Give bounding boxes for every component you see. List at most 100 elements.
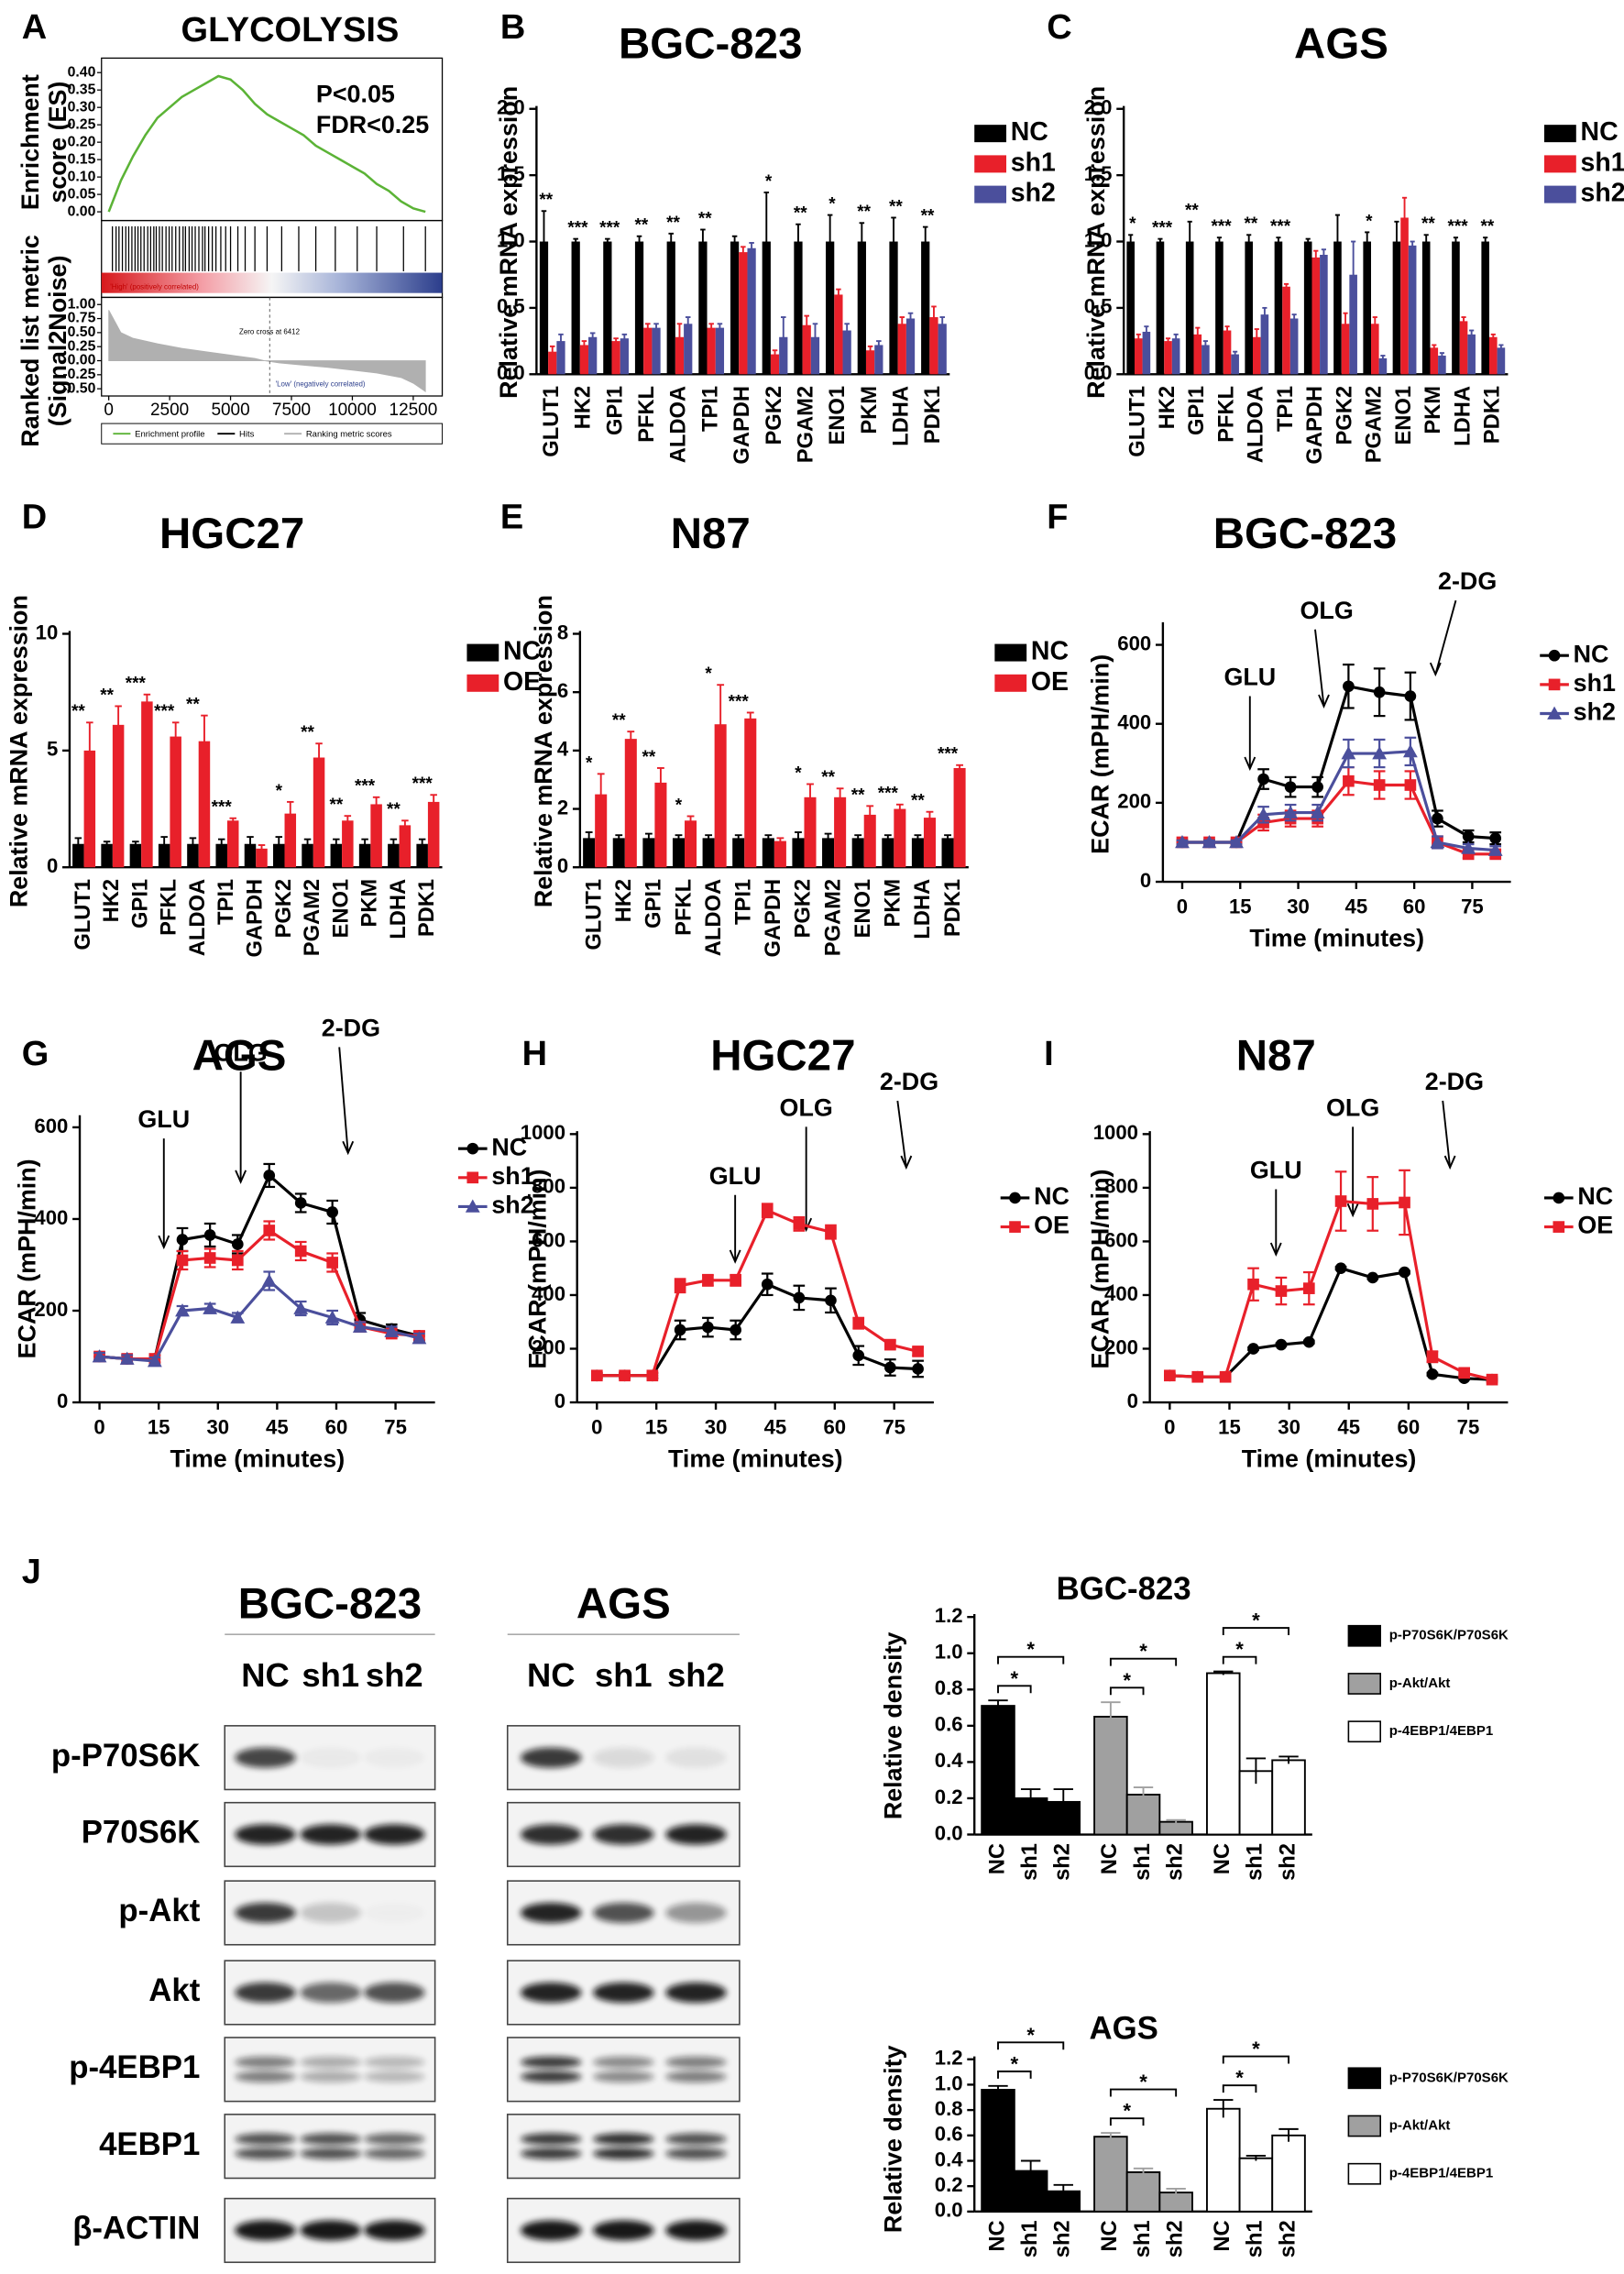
blot-band [665, 1824, 727, 1845]
row-label: 4EBP1 [99, 2126, 200, 2162]
legend-swatch [466, 643, 499, 662]
marker [912, 1363, 924, 1375]
y-tick-label: 0.05 [68, 186, 96, 202]
y-tick-label: 200 [532, 1335, 565, 1358]
marker [230, 1310, 246, 1324]
y-tick-label: 2 [557, 796, 568, 818]
cell-line-title: AGS [576, 1580, 671, 1629]
blot-band [300, 1747, 361, 1768]
bar [358, 843, 371, 868]
significance: *** [1212, 217, 1233, 236]
rank-label: 'High' (positively correlated) [110, 282, 199, 291]
legend-swatch [974, 155, 1007, 173]
x-tick-label: PKM [882, 879, 905, 928]
significance: *** [1270, 217, 1291, 236]
marker [1275, 1285, 1288, 1297]
bar [1400, 217, 1409, 375]
significance-bracket [1109, 1657, 1178, 1666]
bar [905, 318, 916, 375]
marker [1458, 1367, 1470, 1379]
bar [1125, 2171, 1161, 2213]
y-tick-label: 10 [36, 621, 59, 643]
marker [646, 1369, 659, 1382]
bar [427, 801, 440, 868]
y-tick-label: 600 [1117, 632, 1151, 654]
y-axis-label: Relative density [879, 2045, 906, 2233]
bar [256, 848, 268, 868]
blot-band [300, 2056, 361, 2069]
y-tick-label: 4 [557, 738, 569, 761]
significance: ** [921, 207, 935, 226]
y-tick-label: 0.2 [935, 2173, 963, 2196]
annotation: OLG [780, 1094, 833, 1122]
x-tick-label: 12500 [390, 401, 438, 420]
x-tick-label: GLUT1 [1126, 386, 1150, 457]
significance-bracket [997, 2071, 1032, 2079]
significance: * [1139, 1640, 1147, 1663]
bar [702, 838, 715, 868]
bar [911, 838, 924, 868]
legend-label: sh1 [1011, 148, 1056, 177]
legend-label: OE [1031, 667, 1069, 697]
annotation: GLU [1250, 1157, 1302, 1184]
bar [1363, 241, 1371, 375]
significance: * [1011, 1667, 1019, 1690]
marker [1373, 686, 1386, 698]
legend-swatch [974, 125, 1007, 143]
bar [1349, 274, 1357, 375]
lane-label: sh2 [667, 1656, 725, 1694]
significance: * [1366, 212, 1373, 231]
x-tick-label: HK2 [100, 879, 124, 922]
marker [1009, 1221, 1021, 1233]
y-tick-label: 0.40 [68, 64, 96, 80]
legend-label: sh1 [491, 1162, 533, 1190]
bar [1311, 257, 1321, 375]
bar [1408, 245, 1417, 375]
bar [834, 796, 847, 868]
annotation: P<0.05 [316, 81, 395, 108]
x-tick-label: 30 [1278, 1415, 1300, 1438]
annotation: GLU [709, 1162, 762, 1190]
x-tick-label: ALDOA [186, 879, 210, 956]
y-axis-label: Relative mRNA expression [5, 595, 32, 907]
significance: * [1252, 1609, 1260, 1632]
significance: ** [539, 191, 553, 210]
blot-band [300, 2133, 361, 2146]
blot-band [364, 2148, 425, 2159]
bar [842, 330, 851, 375]
y-tick-label: 0.25 [68, 116, 96, 132]
bar [1158, 1820, 1193, 1836]
bar [1238, 2157, 1274, 2213]
bar [399, 825, 411, 868]
y-tick-label: 0.8 [935, 1676, 963, 1699]
bar [1459, 321, 1468, 375]
x-tick-label: NC [1098, 2220, 1122, 2251]
blot-band [520, 2056, 582, 2069]
legend-label: p-P70S6K/P70S6K [1389, 2070, 1509, 2085]
x-tick-label: 10000 [328, 401, 377, 420]
marker [825, 1294, 837, 1307]
x-tick-label: GAPDH [762, 879, 785, 958]
significance: * [1123, 2100, 1131, 2123]
significance: *** [355, 777, 376, 796]
arrow-head [900, 1155, 913, 1170]
bar [747, 247, 756, 375]
significance-bracket [997, 1655, 1065, 1664]
blot-band [593, 2148, 654, 2159]
chart-title: HGC27 [159, 510, 304, 558]
marker [263, 1225, 276, 1236]
x-tick-label: GAPDH [1303, 386, 1327, 465]
y-tick-label: -0.50 [62, 380, 95, 396]
x-tick-label: PGK2 [272, 879, 296, 939]
marker [1548, 678, 1561, 691]
x-tick-label: 45 [764, 1415, 787, 1438]
marker [1432, 812, 1443, 825]
bar [882, 838, 894, 868]
legend-label: p-P70S6K/P70S6K [1389, 1628, 1509, 1643]
x-tick-label: PDK1 [921, 386, 945, 444]
y-tick-label: 1.0 [935, 1641, 963, 1664]
blot-band [520, 1824, 582, 1845]
row-label: Akt [148, 1972, 200, 2008]
blot-band [520, 2133, 582, 2146]
